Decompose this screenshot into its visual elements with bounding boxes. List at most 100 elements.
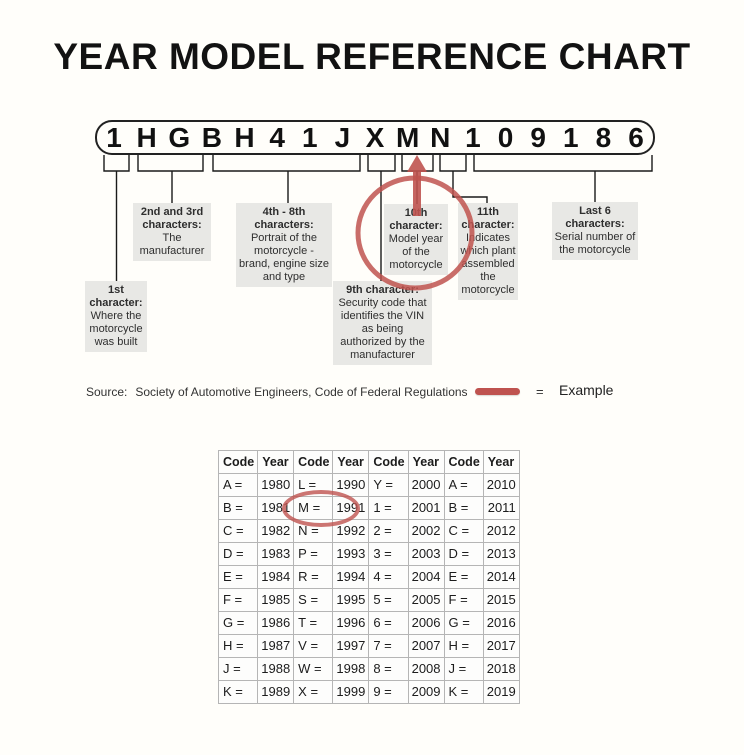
- callout-title: 9th character:: [346, 284, 419, 296]
- code-cell: G =: [443, 611, 484, 635]
- source-line: Source: Society of Automotive Engineers, …: [86, 385, 468, 399]
- code-cell: 6 =: [368, 611, 409, 635]
- year-cell: 2014: [482, 565, 520, 589]
- year-cell: 2015: [482, 588, 520, 612]
- year-cell-circled: 1991: [332, 496, 370, 520]
- year-cell: 2013: [482, 542, 520, 566]
- vin-number-box: 1 H G B H 4 1 J X M N 1 0 9 1 8 6: [95, 120, 655, 155]
- code-cell: 3 =: [368, 542, 409, 566]
- table-row: A = 1980 L = 1990 Y = 2000 A = 2010: [217, 473, 520, 497]
- source-prefix: Source:: [86, 385, 128, 399]
- vin-character: H: [234, 122, 255, 153]
- year-cell: 1981: [257, 496, 295, 520]
- callout-body: Indicates which plant assembled the moto…: [460, 232, 516, 296]
- year-cell: 1995: [332, 588, 370, 612]
- code-cell: L =: [293, 473, 334, 497]
- col-header: Code: [368, 450, 409, 474]
- code-cell: S =: [293, 588, 334, 612]
- year-cell: 1996: [332, 611, 370, 635]
- code-cell: 9 =: [368, 680, 409, 704]
- code-cell: 7 =: [368, 634, 409, 658]
- callout-body: Portrait of the motorcycle - brand, engi…: [239, 232, 329, 283]
- bracket-10th-char: [401, 155, 434, 204]
- vin-character: G: [168, 122, 191, 153]
- year-cell: 1986: [257, 611, 295, 635]
- table-row: K = 1989 X = 1999 9 = 2009 K = 2019: [217, 680, 520, 704]
- page-title: YEAR MODEL REFERENCE CHART: [53, 36, 691, 77]
- code-cell: Y =: [368, 473, 409, 497]
- year-cell: 2009: [407, 680, 445, 704]
- code-cell: G =: [217, 611, 259, 635]
- source-text: Society of Automotive Engineers, Code of…: [135, 385, 468, 399]
- vin-character: 0: [497, 122, 514, 153]
- callout-1st-character: 1st character: Where the motorcycle was …: [85, 281, 147, 352]
- table-row: E = 1984 R = 1994 4 = 2004 E = 2014: [217, 565, 520, 589]
- code-cell: B =: [217, 496, 259, 520]
- code-cell: 8 =: [368, 657, 409, 681]
- year-cell: 1997: [332, 634, 370, 658]
- vin-character: 9: [530, 122, 546, 153]
- callout-title: 2nd and 3rd characters:: [140, 206, 204, 231]
- year-cell: 2011: [482, 496, 520, 520]
- callout-body: The manufacturer: [139, 232, 205, 257]
- year-cell: 2003: [407, 542, 445, 566]
- code-cell: X =: [293, 680, 334, 704]
- vin-character: H: [136, 122, 157, 153]
- code-cell: W =: [293, 657, 334, 681]
- table-header-row: Code Year Code Year Code Year Code Year: [217, 450, 520, 474]
- bracket-11th-char: [439, 155, 488, 203]
- callout-title: 1st character:: [89, 284, 143, 309]
- bracket-last-6-chars: [473, 155, 653, 202]
- year-cell: 2010: [482, 473, 520, 497]
- callout-2nd-3rd-characters: 2nd and 3rd characters: The manufacturer: [133, 203, 211, 261]
- code-cell: D =: [443, 542, 484, 566]
- callout-title: 11th character:: [461, 206, 515, 231]
- year-cell: 2012: [482, 519, 520, 543]
- vin-character: 4: [269, 122, 285, 153]
- callout-body: Model year of the motorcycle: [388, 233, 444, 271]
- code-cell: 4 =: [368, 565, 409, 589]
- code-cell: 2 =: [368, 519, 409, 543]
- col-header: Year: [257, 450, 295, 474]
- year-cell: 1999: [332, 680, 370, 704]
- vin-character-highlighted: M: [395, 122, 420, 153]
- vin-character: N: [430, 122, 451, 153]
- callout-last-6-characters: Last 6 characters: Serial number of the …: [552, 202, 638, 260]
- table-row: G = 1986 T = 1996 6 = 2006 G = 2016: [217, 611, 520, 635]
- code-cell: B =: [443, 496, 484, 520]
- vin-character: B: [201, 122, 222, 153]
- code-cell: J =: [443, 657, 484, 681]
- year-cell: 1980: [257, 473, 295, 497]
- code-cell: A =: [443, 473, 484, 497]
- code-cell: H =: [443, 634, 484, 658]
- table-row: H = 1987 V = 1997 7 = 2007 H = 2017: [217, 634, 520, 658]
- year-cell: 2004: [407, 565, 445, 589]
- year-cell: 2000: [407, 473, 445, 497]
- year-cell: 2007: [407, 634, 445, 658]
- table-row: F = 1985 S = 1995 5 = 2005 F = 2015: [217, 588, 520, 612]
- col-header: Code: [293, 450, 334, 474]
- year-cell: 1998: [332, 657, 370, 681]
- code-cell: C =: [217, 519, 259, 543]
- code-cell: K =: [217, 680, 259, 704]
- year-cell: 2002: [407, 519, 445, 543]
- year-cell: 1982: [257, 519, 295, 543]
- year-cell: 2017: [482, 634, 520, 658]
- year-code-table: Code Year Code Year Code Year Code Year …: [217, 450, 520, 704]
- callout-4th-8th-characters: 4th - 8th characters: Portrait of the mo…: [236, 203, 332, 287]
- callout-11th-character: 11th character: Indicates which plant as…: [458, 203, 518, 300]
- vin-character: 1: [465, 122, 481, 153]
- vin-character: 1: [106, 122, 122, 153]
- year-cell: 2001: [407, 496, 445, 520]
- vin-character: 1: [562, 122, 579, 153]
- bracket-1st-char: [103, 155, 130, 281]
- col-header: Year: [407, 450, 445, 474]
- vin-character: X: [365, 122, 385, 153]
- callout-body: Security code that identifies the VIN as…: [338, 297, 427, 361]
- table-row: C = 1982 N = 1992 2 = 2002 C = 2012: [217, 519, 520, 543]
- year-cell: 1994: [332, 565, 370, 589]
- year-cell: 2018: [482, 657, 520, 681]
- callout-body: Serial number of the motorcycle: [554, 231, 636, 256]
- bracket-4th-8th-chars: [212, 155, 361, 203]
